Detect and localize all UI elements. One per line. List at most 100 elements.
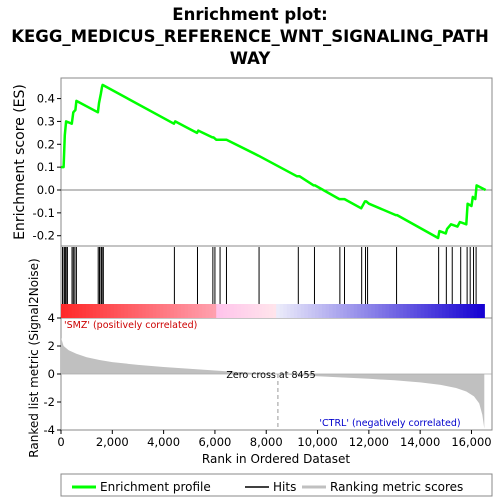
zero-cross-label: Zero cross at 8455 bbox=[226, 370, 315, 381]
color-bar-segment bbox=[117, 304, 122, 318]
color-bar-segment bbox=[413, 304, 418, 318]
x-tick-label: 6,000 bbox=[198, 435, 231, 449]
color-bar-segment bbox=[233, 304, 238, 318]
color-bar-segment bbox=[219, 304, 224, 318]
es-y-ticks: -0.2 -0.1 0.0 0.1 0.2 0.3 0.4 bbox=[33, 92, 61, 243]
legend-label-profile: Enrichment profile bbox=[100, 480, 211, 494]
color-bar-segment bbox=[276, 304, 281, 318]
enrichment-profile-line bbox=[61, 83, 487, 240]
color-bar-segment bbox=[96, 304, 101, 318]
color-bar-segment bbox=[68, 304, 73, 318]
color-bar-segment bbox=[318, 304, 323, 318]
color-bar-segment bbox=[449, 304, 454, 318]
color-bar-segment bbox=[120, 304, 126, 318]
color-bar-segment bbox=[360, 304, 365, 318]
color-bar-segment bbox=[343, 304, 348, 318]
x-tick-label: 0 bbox=[57, 435, 64, 449]
x-tick-label: 12,000 bbox=[349, 435, 389, 449]
color-bar-segment bbox=[262, 304, 267, 318]
es-panel bbox=[60, 77, 493, 247]
color-bar-segment bbox=[463, 304, 468, 318]
x-tick-label: 10,000 bbox=[297, 435, 337, 449]
color-bar-segment bbox=[300, 304, 305, 318]
x-tick-label: 2,000 bbox=[96, 435, 129, 449]
color-bar-segment bbox=[399, 304, 404, 318]
x-axis-ticks: 0 2,000 4,000 6,000 8,000 10,000 12,000 14,000 1… bbox=[57, 430, 492, 449]
color-bar-segment bbox=[307, 304, 313, 318]
color-bar-segment bbox=[92, 304, 97, 318]
x-tick-label: 16,000 bbox=[451, 435, 491, 449]
positive-correlation-label: 'SMZ' (positively correlated) bbox=[64, 320, 197, 331]
color-bar-segment bbox=[392, 304, 397, 318]
color-bar-segment bbox=[244, 304, 249, 318]
color-bar-segment bbox=[75, 304, 80, 318]
color-bar-segment bbox=[205, 304, 210, 318]
color-bar-segment bbox=[311, 304, 316, 318]
ranking-color-bar bbox=[61, 304, 485, 318]
color-bar-segment bbox=[216, 304, 221, 318]
color-bar-segment bbox=[82, 304, 87, 318]
es-y-axis-label: Enrichment score (ES) bbox=[12, 84, 28, 240]
color-bar-segment bbox=[258, 304, 263, 318]
color-bar-segment bbox=[286, 304, 291, 318]
color-bar-segment bbox=[385, 304, 390, 318]
color-bar-segment bbox=[212, 304, 217, 318]
legend-label-hits: Hits bbox=[273, 480, 296, 494]
color-bar-segment bbox=[71, 304, 76, 318]
chart-title-line-3: WAY bbox=[230, 49, 272, 68]
color-bar-segment bbox=[251, 304, 256, 318]
color-bar-segment bbox=[230, 304, 235, 318]
color-bar-segment bbox=[367, 304, 373, 318]
metric-y-tick-label: 0 bbox=[48, 367, 55, 381]
color-bar-segment bbox=[191, 304, 196, 318]
color-bar-segment bbox=[110, 304, 115, 318]
chart-title-line-2: KEGG_MEDICUS_REFERENCE_WNT_SIGNALING_PAT… bbox=[11, 27, 489, 46]
color-bar-segment bbox=[332, 304, 337, 318]
color-bar-segment bbox=[314, 304, 320, 318]
color-bar-segment bbox=[452, 304, 457, 318]
color-bar-segment bbox=[159, 304, 164, 318]
color-bar-segment bbox=[173, 304, 179, 318]
color-bar-segment bbox=[138, 304, 143, 318]
color-bar-segment bbox=[325, 304, 330, 318]
color-bar-segment bbox=[184, 304, 189, 318]
color-bar-segment bbox=[131, 304, 136, 318]
color-bar-segment bbox=[237, 304, 242, 318]
color-bar-segment bbox=[223, 304, 228, 318]
color-bar-segment bbox=[283, 304, 288, 318]
color-bar-segment bbox=[124, 304, 129, 318]
color-bar-segment bbox=[364, 304, 369, 318]
color-bar-segment bbox=[466, 304, 471, 318]
color-bar-segment bbox=[431, 304, 436, 318]
color-bar-segment bbox=[177, 304, 182, 318]
color-bar-segment bbox=[350, 304, 355, 318]
color-bar-segment bbox=[339, 304, 344, 318]
color-bar-segment bbox=[145, 304, 150, 318]
color-bar-segment bbox=[64, 304, 69, 318]
metric-y-axis-label: Ranked list metric (Signal2Noise) bbox=[27, 258, 41, 457]
x-tick-label: 4,000 bbox=[147, 435, 180, 449]
color-bar-segment bbox=[470, 304, 475, 318]
metric-y-ticks: -4 -2 0 2 4 bbox=[44, 311, 61, 437]
color-bar-segment bbox=[371, 304, 376, 318]
color-bar-segment bbox=[473, 304, 478, 318]
color-bar-segment bbox=[389, 304, 394, 318]
color-bar-segment bbox=[441, 304, 447, 318]
color-bar-segment bbox=[477, 304, 482, 318]
es-y-tick-label: -0.2 bbox=[33, 229, 55, 243]
es-y-tick-label: 0.2 bbox=[37, 137, 55, 151]
color-bar-segment bbox=[269, 304, 274, 318]
color-bar-segment bbox=[396, 304, 401, 318]
color-bar-segment bbox=[459, 304, 464, 318]
color-bar-segment bbox=[142, 304, 147, 318]
color-bar-segment bbox=[135, 304, 140, 318]
color-bar-segment bbox=[374, 304, 380, 318]
negative-correlation-label: 'CTRL' (negatively correlated) bbox=[319, 418, 460, 429]
color-bar-segment bbox=[417, 304, 422, 318]
es-y-tick-label: 0.1 bbox=[37, 160, 55, 174]
color-bar-segment bbox=[353, 304, 358, 318]
color-bar-segment bbox=[336, 304, 341, 318]
x-tick-label: 14,000 bbox=[400, 435, 440, 449]
x-axis-label: Rank in Ordered Dataset bbox=[202, 452, 350, 466]
color-bar-segment bbox=[113, 304, 119, 318]
